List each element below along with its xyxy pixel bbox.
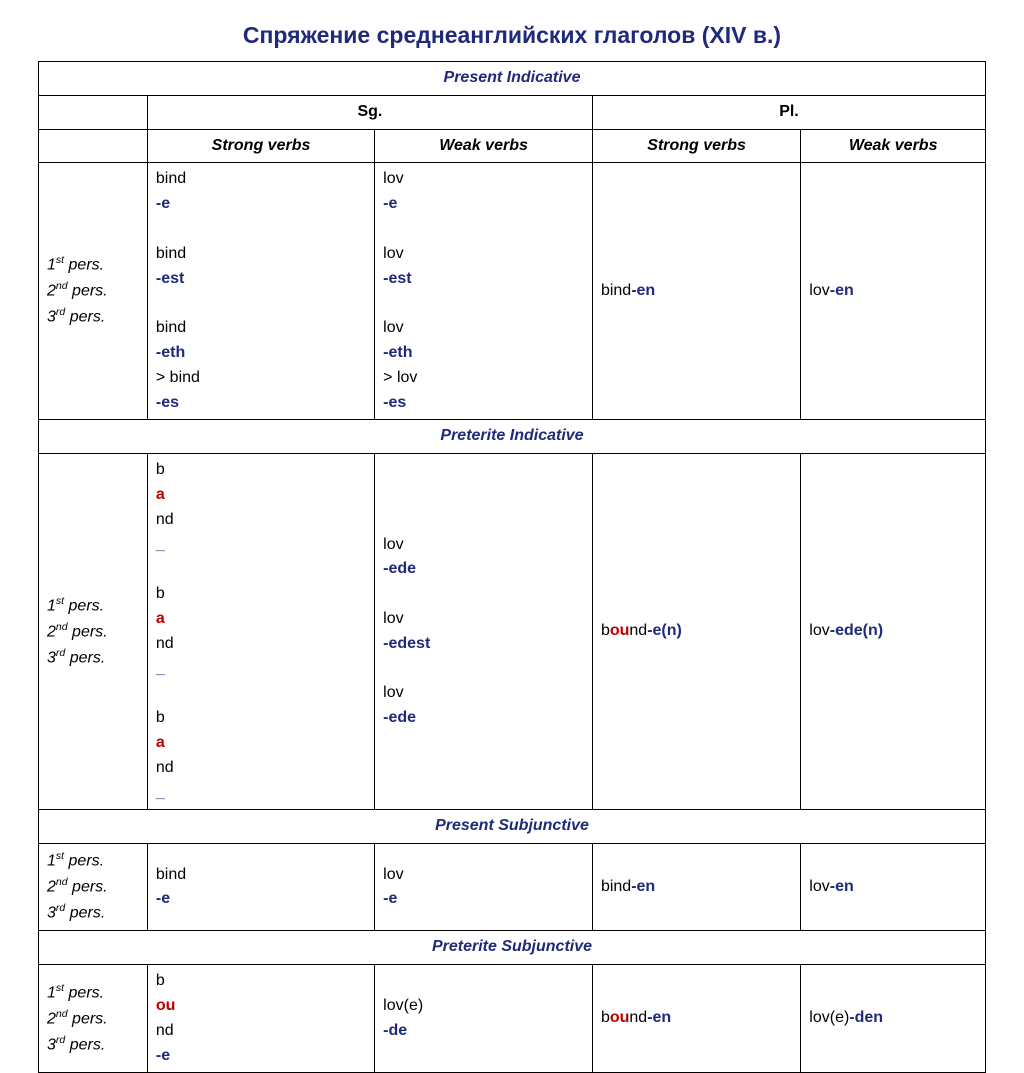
cell-pl-weak: lov-en — [801, 844, 986, 931]
header-pl: Pl. — [592, 95, 985, 129]
header-strong-sg: Strong verbs — [147, 129, 374, 163]
section-header: Present Indicative — [39, 62, 986, 96]
cell-pl-strong: bound-e(n) — [592, 454, 800, 810]
cell-pl-weak: lov(e)-den — [801, 965, 986, 1073]
persons-cell: 1st pers.2nd pers.3rd pers. — [39, 844, 148, 931]
cell-pl-weak: lov-en — [801, 163, 986, 420]
section-header: Preterite Subjunctive — [39, 931, 986, 965]
cell-pl-strong: bound-en — [592, 965, 800, 1073]
persons-cell: 1st pers.2nd pers.3rd pers. — [39, 163, 148, 420]
empty-cell — [39, 129, 148, 163]
persons-cell: 1st pers.2nd pers.3rd pers. — [39, 454, 148, 810]
cell-sg-weak: lov(e)-de — [375, 965, 593, 1073]
cell-sg-strong: bound-e — [147, 965, 374, 1073]
header-weak-pl: Weak verbs — [801, 129, 986, 163]
cell-sg-strong: band_band_band_ — [147, 454, 374, 810]
header-weak-sg: Weak verbs — [375, 129, 593, 163]
header-sg: Sg. — [147, 95, 592, 129]
persons-cell: 1st pers.2nd pers.3rd pers. — [39, 965, 148, 1073]
cell-sg-strong: bind-e — [147, 844, 374, 931]
cell-pl-strong: bind-en — [592, 844, 800, 931]
cell-sg-weak: lov-e — [375, 844, 593, 931]
conjugation-table: Present IndicativeSg.Pl.Strong verbsWeak… — [38, 61, 986, 1073]
section-header: Preterite Indicative — [39, 420, 986, 454]
section-header: Present Subjunctive — [39, 810, 986, 844]
header-strong-pl: Strong verbs — [592, 129, 800, 163]
cell-pl-strong: bind-en — [592, 163, 800, 420]
cell-pl-weak: lov-ede(n) — [801, 454, 986, 810]
empty-cell — [39, 95, 148, 129]
cell-sg-strong: bind-ebind-estbind-eth > bind-es — [147, 163, 374, 420]
cell-sg-weak: lov-elov-estlov-eth > lov-es — [375, 163, 593, 420]
page-title: Спряжение среднеанглийских глаголов (XIV… — [38, 22, 986, 49]
cell-sg-weak: lov-edelov-edestlov-ede — [375, 454, 593, 810]
